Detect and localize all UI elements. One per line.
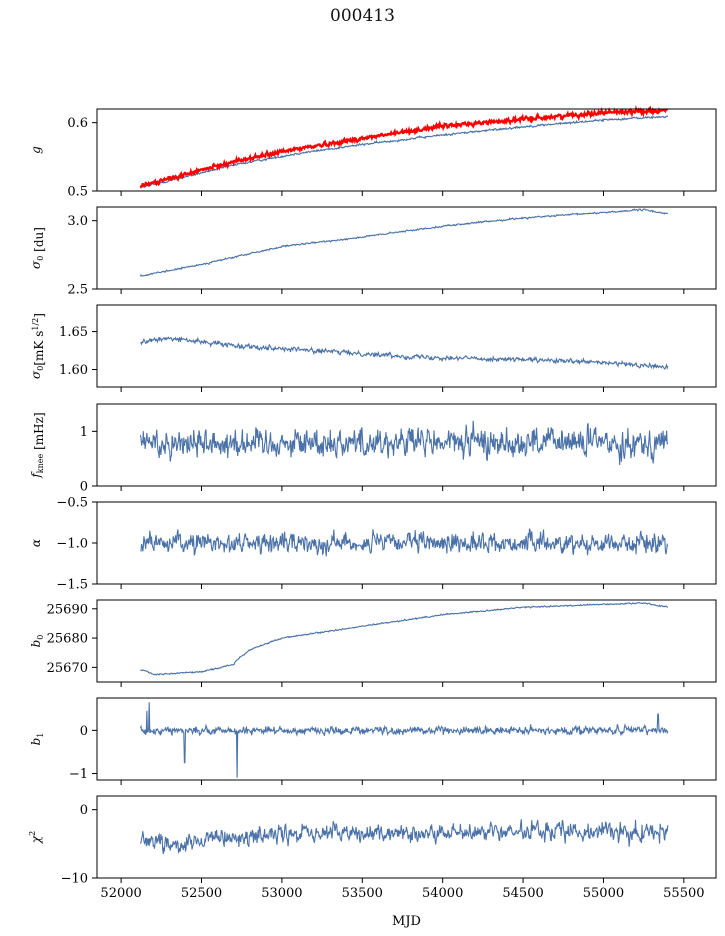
y-axis-label: g	[29, 146, 43, 154]
x-axis-label: MJD	[392, 914, 421, 929]
series-line-5-1	[140, 528, 669, 557]
series-line-2-1	[139, 208, 669, 277]
y-tick-label: 0	[80, 724, 88, 739]
y-axis-label: fknee [mHz]	[29, 412, 46, 478]
y-axis-label: χ2	[28, 831, 43, 844]
x-tick-label: 55000	[583, 886, 624, 901]
y-tick-label: 1	[80, 425, 88, 440]
x-tick-label: 54000	[422, 886, 463, 901]
panel-frame-6	[96, 599, 717, 683]
y-tick-label: 25690	[47, 602, 88, 617]
y-axis-label: σ0 [du]	[29, 227, 46, 269]
y-tick-label: 2.5	[67, 283, 88, 298]
y-tick-label: −1.0	[56, 537, 88, 552]
y-tick-label: −1	[69, 767, 88, 782]
x-tick-label: 53000	[261, 886, 302, 901]
y-axis-label: α	[29, 539, 43, 547]
y-tick-label: −1.5	[56, 578, 88, 593]
panel-frame-7	[96, 697, 717, 781]
y-axis-label: b1	[29, 733, 45, 746]
y-tick-label: 25680	[47, 632, 88, 647]
x-tick-label: 52500	[181, 886, 222, 901]
series-line-1-1	[140, 115, 669, 189]
y-tick-label: 25670	[47, 661, 88, 676]
x-tick-label: 55500	[663, 886, 704, 901]
x-tick-label: 54500	[502, 886, 543, 901]
y-tick-label: 0	[80, 480, 88, 495]
y-axis-label: σ0[mK s1/2]	[29, 313, 46, 379]
y-tick-label: 0.5	[67, 185, 88, 200]
y-tick-label: 3.0	[67, 214, 88, 229]
y-tick-label: 0	[80, 803, 88, 818]
series-line-6-1	[140, 602, 668, 676]
figure-title: 000413	[330, 6, 395, 26]
x-tick-label: 53500	[342, 886, 383, 901]
series-line-1-2	[139, 105, 669, 189]
y-tick-label: 1.60	[59, 363, 88, 378]
series-line-3-1	[140, 336, 669, 371]
x-tick-label: 52000	[100, 886, 141, 901]
panel-frame-3	[96, 304, 717, 388]
y-tick-label: 1.65	[59, 325, 88, 340]
series-line-8-1	[139, 819, 669, 854]
series-line-7-1	[139, 702, 669, 778]
panel-frame-1	[96, 108, 717, 192]
y-tick-label: 0.6	[67, 116, 88, 131]
y-axis-label: b0	[29, 635, 45, 648]
panel-frame-8	[96, 795, 717, 879]
y-tick-label: −10	[61, 872, 88, 887]
y-tick-label: −0.5	[56, 496, 88, 511]
panel-frame-4	[96, 403, 717, 487]
series-line-4-1	[139, 420, 669, 466]
panel-frame-2	[96, 206, 717, 290]
